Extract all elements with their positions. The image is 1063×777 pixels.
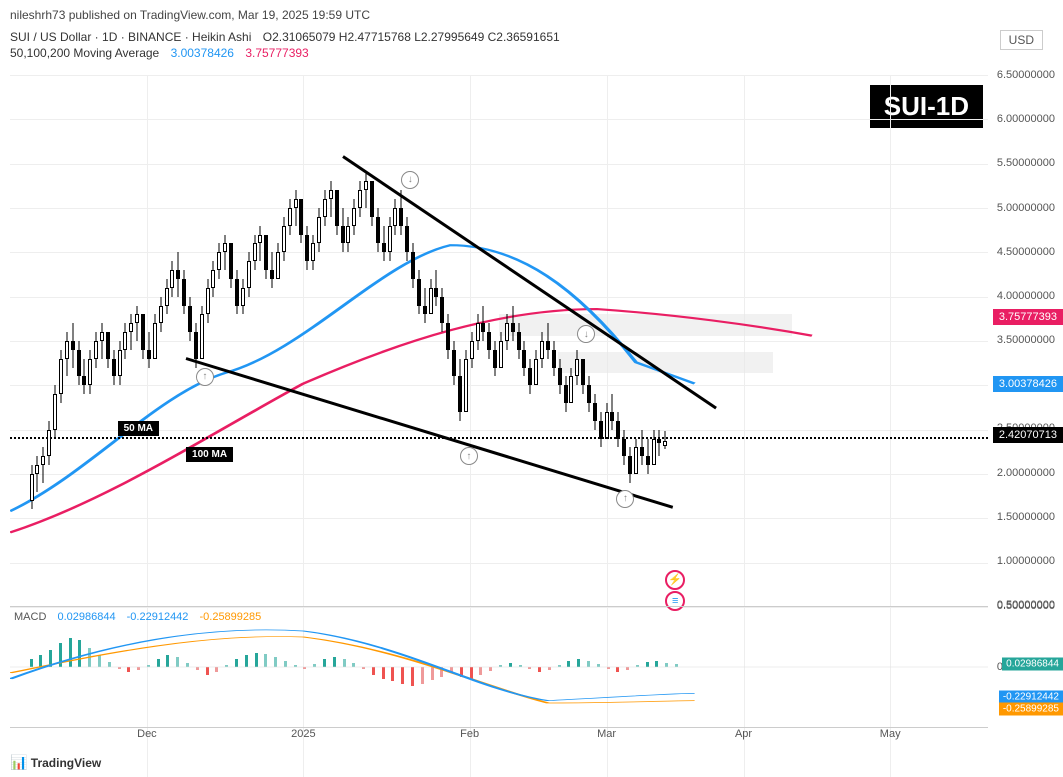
price-tick: 2.00000000 bbox=[997, 467, 1055, 479]
publish-info: nileshrh73 published on TradingView.com,… bbox=[10, 8, 370, 22]
price-tick: 5.00000000 bbox=[997, 202, 1055, 214]
macd-badge: -0.25899285 bbox=[999, 702, 1063, 715]
price-tick: 5.50000000 bbox=[997, 157, 1055, 169]
ma50-label: 50 MA bbox=[118, 421, 159, 436]
time-tick: Apr bbox=[735, 728, 752, 740]
symbol-info: SUI / US Dollar · 1D · BINANCE · Heikin … bbox=[10, 30, 560, 44]
time-tick: Feb bbox=[460, 728, 479, 740]
macd-axis: 0.500000000.00000000 0.02986844-0.229124… bbox=[988, 606, 1063, 727]
macd-lines bbox=[10, 607, 988, 727]
macd-badge: -0.22912442 bbox=[999, 690, 1063, 703]
ma-indicator-info: 50,100,200 Moving Average 3.00378426 3.7… bbox=[10, 46, 317, 60]
ohlc-values: O2.31065079 H2.47715768 L2.27995649 C2.3… bbox=[263, 30, 560, 44]
currency-label: USD bbox=[1000, 30, 1043, 50]
footer-logo: 📊 TradingView bbox=[10, 754, 101, 771]
main-chart-area[interactable]: 50 MA100 MA ↑↓↑↓↑ ⚡≡ bbox=[10, 75, 988, 607]
candlesticks bbox=[10, 75, 988, 607]
ma50-value: 3.00378426 bbox=[171, 46, 234, 60]
macd-badge: 0.02986844 bbox=[1002, 658, 1063, 671]
price-tick: 1.00000000 bbox=[997, 555, 1055, 567]
time-axis: Dec 2025 Feb Mar Apr May bbox=[10, 727, 988, 747]
price-tick: 4.00000000 bbox=[997, 290, 1055, 302]
price-axis: 6.500000006.000000005.500000005.00000000… bbox=[988, 75, 1063, 605]
arrow-marker: ↓ bbox=[401, 171, 419, 189]
ma100-label: 100 MA bbox=[186, 447, 233, 462]
price-tick: 1.50000000 bbox=[997, 511, 1055, 523]
price-badge: 3.00378426 bbox=[993, 376, 1063, 392]
macd-tick: 0.50000000 bbox=[997, 600, 1055, 612]
price-tick: 6.50000000 bbox=[997, 69, 1055, 81]
time-tick: May bbox=[880, 728, 901, 740]
ma100-value: 3.75777393 bbox=[245, 46, 308, 60]
time-tick: Mar bbox=[597, 728, 616, 740]
indicator-icon[interactable]: ⚡ bbox=[665, 570, 685, 590]
arrow-marker: ↑ bbox=[196, 368, 214, 386]
price-tick: 3.50000000 bbox=[997, 334, 1055, 346]
macd-panel[interactable]: MACD 0.02986844 -0.22912442 -0.25899285 bbox=[10, 606, 988, 727]
time-tick: 2025 bbox=[291, 728, 315, 740]
price-tick: 4.50000000 bbox=[997, 246, 1055, 258]
price-tick: 6.00000000 bbox=[997, 113, 1055, 125]
symbol-pair: SUI / US Dollar · 1D · BINANCE · Heikin … bbox=[10, 30, 251, 44]
ma-indicator-label: 50,100,200 Moving Average bbox=[10, 46, 159, 60]
time-tick: Dec bbox=[137, 728, 157, 740]
price-badge: 2.42070713 bbox=[993, 427, 1063, 443]
current-price-line bbox=[10, 437, 988, 439]
price-badge: 3.75777393 bbox=[993, 309, 1063, 325]
